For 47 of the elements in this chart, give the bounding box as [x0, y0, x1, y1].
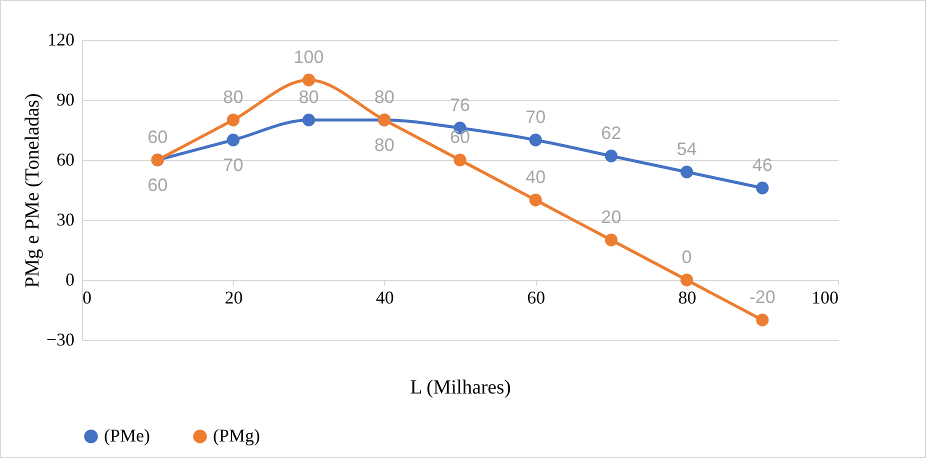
data-label: 60	[148, 127, 168, 147]
point	[756, 182, 769, 194]
y-tick-label: 120	[48, 30, 74, 50]
legend-label: (PMe)	[104, 425, 150, 446]
point	[680, 166, 694, 178]
legend-label: (PMg)	[213, 425, 260, 446]
x-tick-label: 40	[376, 288, 394, 308]
point	[226, 114, 240, 126]
point	[529, 134, 542, 146]
data-label: 80	[374, 87, 394, 107]
x-axis-title: L (Milhares)	[410, 376, 511, 398]
x-tick-label: 0	[82, 288, 92, 308]
data-label: 46	[752, 155, 772, 175]
y-tick-label: −30	[46, 330, 74, 350]
point	[226, 134, 240, 146]
x-tick-label: 60	[527, 288, 546, 308]
data-label: 54	[676, 139, 697, 159]
point	[756, 314, 769, 326]
data-label: 70	[223, 155, 244, 175]
data-label: 80	[374, 135, 394, 155]
point	[680, 274, 694, 286]
y-tick-label: 0	[66, 270, 74, 290]
x-tick-label: 100	[812, 288, 838, 308]
y-axis-title: PMg e PMe (Toneladas)	[21, 93, 44, 288]
data-label: 70	[526, 107, 546, 127]
point	[604, 234, 618, 246]
y-tick-label: 60	[56, 150, 74, 170]
data-label: 76	[450, 95, 470, 115]
x-tick-label: 80	[678, 288, 696, 308]
data-label: 80	[298, 87, 319, 107]
data-label: 60	[450, 127, 470, 147]
point	[454, 154, 466, 166]
data-label: 80	[223, 87, 244, 107]
y-tick-label: 30	[56, 210, 74, 230]
data-label: -20	[749, 287, 776, 307]
data-label: 20	[601, 207, 622, 227]
data-label: 0	[682, 247, 692, 267]
data-label: 62	[601, 123, 622, 143]
point	[529, 194, 542, 206]
point	[302, 74, 316, 86]
data-label: 40	[526, 167, 546, 187]
y-tick-label: 90	[56, 90, 74, 110]
point	[604, 150, 618, 162]
point	[302, 114, 316, 126]
data-label: 100	[294, 47, 324, 67]
x-tick-label: 20	[224, 288, 243, 308]
data-label: 60	[148, 175, 168, 195]
